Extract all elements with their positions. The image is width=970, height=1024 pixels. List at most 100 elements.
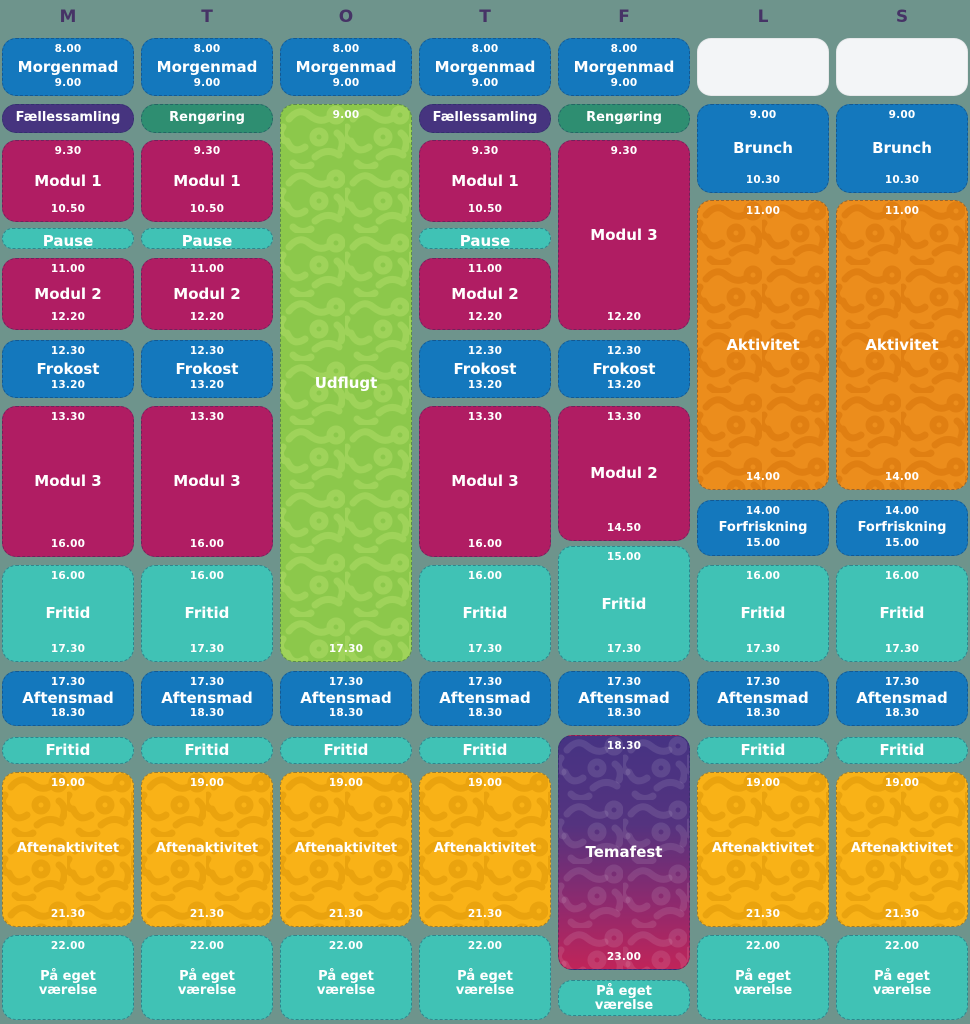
block-label: Fællessamling <box>15 110 121 126</box>
start-time: 11.00 <box>467 263 503 275</box>
block-label: Modul 2 <box>451 284 519 303</box>
block-label: Frokost <box>175 359 239 378</box>
day-letter: O <box>338 7 354 27</box>
block-faellessamling: Fællessamling <box>419 104 551 133</box>
end-time: 10.30 <box>884 174 920 187</box>
end-time: 9.00 <box>471 77 499 90</box>
block-paa-eget-vaerelse: 22.00 På eget værelse <box>697 935 829 1020</box>
block-label: Modul 1 <box>173 171 241 190</box>
block-aftensmad: 17.30 Aftensmad 18.30 <box>836 671 968 726</box>
start-time: 13.30 <box>50 411 86 423</box>
start-time: 11.00 <box>189 263 225 275</box>
start-time: 16.00 <box>884 570 920 582</box>
block-label: Fritid <box>45 604 91 623</box>
start-time: 9.30 <box>54 145 82 157</box>
block-label: Frokost <box>36 359 100 378</box>
start-time: 13.30 <box>189 411 225 423</box>
block-label: Morgenmad <box>573 57 675 76</box>
block-label: På eget værelse <box>872 969 932 999</box>
start-time: 19.00 <box>884 777 920 789</box>
block-aftensmad: 17.30 Aftensmad 18.30 <box>141 671 273 726</box>
block-fritid-evening: Fritid <box>141 737 273 764</box>
start-time: 17.30 <box>467 676 503 688</box>
block-label: Aftensmad <box>161 689 253 708</box>
squiggle-pattern <box>281 105 411 661</box>
block-label: Aktivitet <box>726 335 800 354</box>
block-fritid-evening: Fritid <box>419 737 551 764</box>
block-paa-eget-vaerelse: 22.00 På eget værelse <box>2 935 134 1020</box>
block-label: Fritid <box>462 741 508 760</box>
end-time: 9.00 <box>193 77 221 90</box>
block-label: Aftenaktivitet <box>850 841 954 857</box>
end-time: 9.00 <box>332 77 360 90</box>
end-time: 16.00 <box>467 538 503 551</box>
start-time: 11.00 <box>745 205 781 217</box>
block-modul2: 11.00 Modul 2 12.20 <box>419 258 551 330</box>
block-aktivitet: 11.00 Aktivitet 14.00 <box>697 200 829 490</box>
start-time: 8.00 <box>332 43 360 55</box>
squiggle-pattern <box>142 773 272 926</box>
block-label: Fællessamling <box>432 110 538 126</box>
block-empty <box>836 38 968 96</box>
end-time: 14.00 <box>745 471 781 484</box>
day-column-friday: F 8.00 Morgenmad 9.00 Rengøring 9.30 Mod… <box>558 0 690 1016</box>
block-fritid: 15.00 Fritid 17.30 <box>558 546 690 662</box>
block-label: Aftenaktivitet <box>16 841 120 857</box>
day-column-saturday: L 9.00 Brunch 10.30 11.00 Aktivitet 14.0… <box>697 0 829 1020</box>
block-fritid-evening: Fritid <box>836 737 968 764</box>
block-aftenaktivitet: 19.00 Aftenaktivitet 21.30 <box>836 772 968 927</box>
block-label: Brunch <box>872 139 932 158</box>
start-time: 22.00 <box>745 940 781 952</box>
day-letter: T <box>479 7 491 27</box>
block-label: Forfriskning <box>718 519 808 535</box>
start-time: 9.30 <box>610 145 638 157</box>
end-time: 13.20 <box>606 379 642 392</box>
end-time: 21.30 <box>189 908 225 921</box>
block-fritid: 16.00 Fritid 17.30 <box>2 565 134 662</box>
start-time: 22.00 <box>467 940 503 952</box>
start-time: 19.00 <box>189 777 225 789</box>
block-paa-eget-vaerelse: 22.00 På eget værelse <box>280 935 412 1020</box>
block-label: Fritid <box>323 741 369 760</box>
block-fritid-evening: Fritid <box>280 737 412 764</box>
block-modul3: 9.30 Modul 3 12.20 <box>558 140 690 330</box>
start-time: 12.30 <box>189 345 225 357</box>
block-frokost: 12.30 Frokost 13.20 <box>558 340 690 398</box>
block-morgenmad: 8.00 Morgenmad 9.00 <box>280 38 412 96</box>
block-label: Temafest <box>585 843 663 862</box>
end-time: 23.00 <box>606 951 642 964</box>
block-label: Aftenaktivitet <box>294 841 398 857</box>
end-time: 21.30 <box>467 908 503 921</box>
block-temafest: 18.30 Temafest 23.00 <box>558 735 690 970</box>
block-modul1: 9.30 Modul 1 10.50 <box>141 140 273 222</box>
start-time: 22.00 <box>50 940 86 952</box>
block-aftenaktivitet: 19.00 Aftenaktivitet 21.30 <box>419 772 551 927</box>
end-time: 13.20 <box>50 379 86 392</box>
start-time: 13.30 <box>606 411 642 423</box>
block-aktivitet: 11.00 Aktivitet 14.00 <box>836 200 968 490</box>
start-time: 16.00 <box>745 570 781 582</box>
block-fritid: 16.00 Fritid 17.30 <box>697 565 829 662</box>
block-label: Aftenaktivitet <box>711 841 815 857</box>
end-time: 15.00 <box>884 537 920 550</box>
block-aftensmad: 17.30 Aftensmad 18.30 <box>558 671 690 726</box>
block-modul2: 11.00 Modul 2 12.20 <box>141 258 273 330</box>
end-time: 17.30 <box>328 643 364 656</box>
squiggle-pattern <box>3 773 133 926</box>
squiggle-pattern <box>420 773 550 926</box>
block-morgenmad: 8.00 Morgenmad 9.00 <box>558 38 690 96</box>
block-label: På eget værelse <box>594 984 654 1014</box>
block-modul3: 13.30 Modul 3 16.00 <box>419 406 551 557</box>
block-label: Fritid <box>740 741 786 760</box>
block-label: Aftensmad <box>717 689 809 708</box>
block-label: Udflugt <box>314 373 378 392</box>
end-time: 9.00 <box>54 77 82 90</box>
block-label: Modul 1 <box>451 171 519 190</box>
end-time: 18.30 <box>745 707 781 720</box>
block-label: Forfriskning <box>857 519 947 535</box>
end-time: 17.30 <box>606 643 642 656</box>
start-time: 8.00 <box>193 43 221 55</box>
block-aftensmad: 17.30 Aftensmad 18.30 <box>2 671 134 726</box>
start-time: 15.00 <box>606 551 642 563</box>
day-column-monday: M 8.00 Morgenmad 9.00 Fællessamling 9.30… <box>2 0 134 1020</box>
